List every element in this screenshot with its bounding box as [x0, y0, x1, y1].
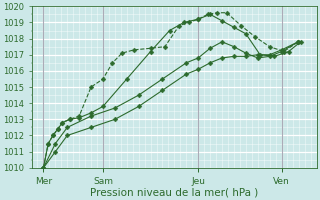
X-axis label: Pression niveau de la mer( hPa ): Pression niveau de la mer( hPa ): [90, 187, 259, 197]
